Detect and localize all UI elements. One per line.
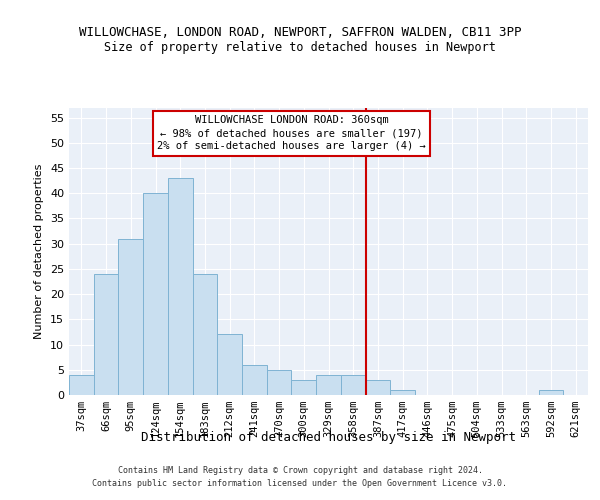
Bar [292, 380, 316, 395]
Text: Size of property relative to detached houses in Newport: Size of property relative to detached ho… [104, 41, 496, 54]
Bar [69, 375, 94, 395]
Bar [341, 375, 365, 395]
Bar [242, 364, 267, 395]
Bar [316, 375, 341, 395]
Bar [143, 193, 168, 395]
Bar [365, 380, 390, 395]
Text: Contains HM Land Registry data © Crown copyright and database right 2024.
Contai: Contains HM Land Registry data © Crown c… [92, 466, 508, 487]
Bar [94, 274, 118, 395]
Bar [168, 178, 193, 395]
Text: WILLOWCHASE, LONDON ROAD, NEWPORT, SAFFRON WALDEN, CB11 3PP: WILLOWCHASE, LONDON ROAD, NEWPORT, SAFFR… [79, 26, 521, 39]
Bar [539, 390, 563, 395]
Bar [267, 370, 292, 395]
Text: WILLOWCHASE LONDON ROAD: 360sqm
← 98% of detached houses are smaller (197)
2% of: WILLOWCHASE LONDON ROAD: 360sqm ← 98% of… [157, 115, 426, 152]
Text: Distribution of detached houses by size in Newport: Distribution of detached houses by size … [142, 431, 516, 444]
Bar [390, 390, 415, 395]
Bar [193, 274, 217, 395]
Bar [217, 334, 242, 395]
Bar [118, 238, 143, 395]
Y-axis label: Number of detached properties: Number of detached properties [34, 164, 44, 339]
